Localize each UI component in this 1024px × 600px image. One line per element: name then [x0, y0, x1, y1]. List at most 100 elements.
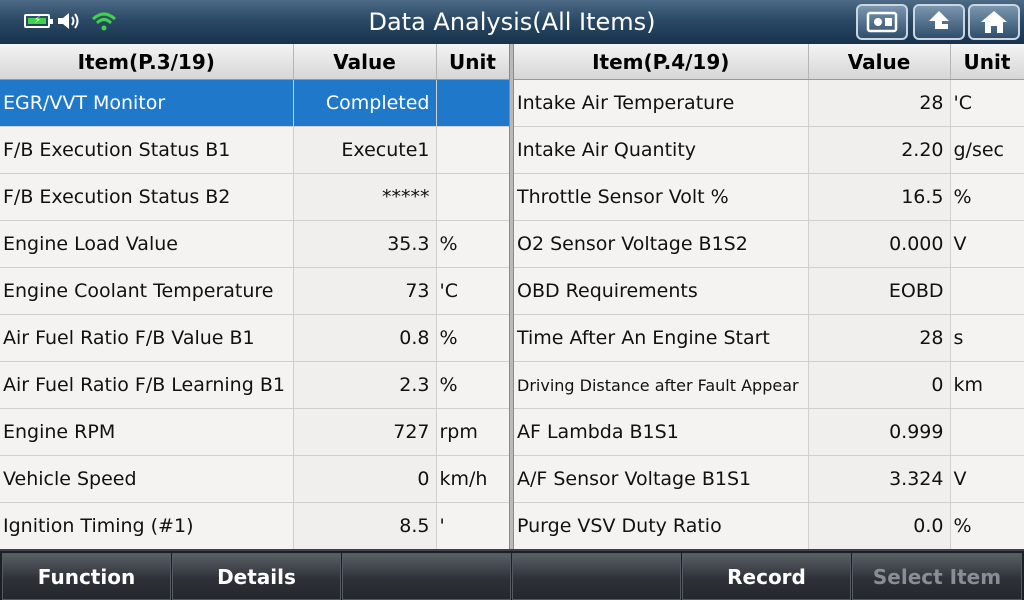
item-value: 727	[293, 408, 437, 456]
item-unit: g/sec	[950, 126, 1024, 174]
table-row[interactable]: Vehicle Speed 0 km/h	[0, 455, 510, 503]
table-row[interactable]: Throttle Sensor Volt % 16.5 %	[514, 173, 1024, 221]
status-icons: ⚡	[24, 10, 118, 32]
item-unit: %	[950, 173, 1024, 221]
back-up-icon	[929, 11, 949, 29]
column-header-item[interactable]: Item(P.4/19)	[514, 44, 809, 80]
item-value: 2.20	[808, 126, 951, 174]
item-value: EOBD	[808, 267, 951, 315]
item-unit	[950, 267, 1024, 315]
item-value: Execute1	[293, 126, 437, 174]
empty-button-3[interactable]	[342, 553, 511, 600]
table-row[interactable]: O2 Sensor Voltage B1S2 0.000 V	[514, 220, 1024, 268]
item-value: 0.8	[293, 314, 437, 362]
item-value: 0	[808, 361, 951, 409]
table-row[interactable]: Engine Coolant Temperature 73 'C	[0, 267, 510, 315]
table-row[interactable]: Air Fuel Ratio F/B Learning B1 2.3 %	[0, 361, 510, 409]
item-name: Intake Air Temperature	[514, 79, 809, 127]
item-unit: s	[950, 314, 1024, 362]
item-value: 0	[293, 455, 437, 503]
table-row[interactable]: F/B Execution Status B1 Execute1	[0, 126, 510, 174]
item-unit: %	[436, 361, 510, 409]
item-value: 2.3	[293, 361, 437, 409]
select-item-button[interactable]: Select Item	[852, 553, 1022, 600]
item-name: Time After An Engine Start	[514, 314, 809, 362]
table-row[interactable]: Engine Load Value 35.3 %	[0, 220, 510, 268]
item-value: 0.000	[808, 220, 951, 268]
item-value: 8.5	[293, 502, 437, 550]
item-value: 0.999	[808, 408, 951, 456]
table-row-selected[interactable]: EGR/VVT Monitor Completed	[0, 79, 510, 127]
table-row[interactable]: Intake Air Quantity 2.20 g/sec	[514, 126, 1024, 174]
item-value: *****	[293, 173, 437, 221]
title-bar: ⚡ Data Analysis(All Items)	[0, 0, 1024, 45]
table-row[interactable]: Air Fuel Ratio F/B Value B1 0.8 %	[0, 314, 510, 362]
item-name: Ignition Timing (#1)	[0, 502, 294, 550]
table-divider	[509, 44, 514, 549]
back-button[interactable]	[913, 4, 965, 40]
item-name: Throttle Sensor Volt %	[514, 173, 809, 221]
column-header-unit[interactable]: Unit	[436, 44, 510, 80]
item-unit: 'C	[436, 267, 510, 315]
item-name: F/B Execution Status B1	[0, 126, 294, 174]
screenshot-button[interactable]	[856, 4, 908, 40]
screenshot-icon	[866, 11, 898, 33]
item-unit: km	[950, 361, 1024, 409]
item-value: 16.5	[808, 173, 951, 221]
table-row[interactable]: Purge VSV Duty Ratio 0.0 %	[514, 502, 1024, 550]
item-unit: V	[950, 220, 1024, 268]
table-row[interactable]: Time After An Engine Start 28 s	[514, 314, 1024, 362]
item-value: 3.324	[808, 455, 951, 503]
item-name: Engine RPM	[0, 408, 294, 456]
item-value: 73	[293, 267, 437, 315]
item-name: Vehicle Speed	[0, 455, 294, 503]
item-unit: %	[950, 502, 1024, 550]
item-value: 0.0	[808, 502, 951, 550]
item-value: 35.3	[293, 220, 437, 268]
table-row[interactable]: AF Lambda B1S1 0.999	[514, 408, 1024, 456]
table-row[interactable]: Ignition Timing (#1) 8.5 '	[0, 502, 510, 550]
item-unit: %	[436, 220, 510, 268]
item-name: O2 Sensor Voltage B1S2	[514, 220, 809, 268]
speaker-icon	[58, 13, 79, 29]
details-button[interactable]: Details	[172, 553, 341, 600]
item-value: 28	[808, 79, 951, 127]
table-row[interactable]: Engine RPM 727 rpm	[0, 408, 510, 456]
item-unit	[436, 126, 510, 174]
item-name: Engine Coolant Temperature	[0, 267, 294, 315]
left-data-table: Item(P.3/19) Value Unit EGR/VVT Monitor …	[0, 44, 510, 550]
item-name: Air Fuel Ratio F/B Value B1	[0, 314, 294, 362]
column-header-value[interactable]: Value	[808, 44, 951, 80]
item-unit	[950, 408, 1024, 456]
item-value: Completed	[293, 79, 437, 127]
table-row[interactable]: Driving Distance after Fault Appear 0 km	[514, 361, 1024, 409]
home-icon	[981, 11, 1007, 33]
item-name: OBD Requirements	[514, 267, 809, 315]
item-value: 28	[808, 314, 951, 362]
column-header-item[interactable]: Item(P.3/19)	[0, 44, 294, 80]
page-title: Data Analysis(All Items)	[368, 8, 656, 36]
table-row[interactable]: Intake Air Temperature 28 'C	[514, 79, 1024, 127]
item-name: A/F Sensor Voltage B1S1	[514, 455, 809, 503]
record-button[interactable]: Record	[682, 553, 851, 600]
item-unit	[436, 173, 510, 221]
table-row[interactable]: A/F Sensor Voltage B1S1 3.324 V	[514, 455, 1024, 503]
item-unit: '	[436, 502, 510, 550]
table-row[interactable]: OBD Requirements EOBD	[514, 267, 1024, 315]
item-unit: V	[950, 455, 1024, 503]
table-row[interactable]: F/B Execution Status B2 *****	[0, 173, 510, 221]
column-header-unit[interactable]: Unit	[950, 44, 1024, 80]
item-name: Intake Air Quantity	[514, 126, 809, 174]
item-name: F/B Execution Status B2	[0, 173, 294, 221]
item-name: AF Lambda B1S1	[514, 408, 809, 456]
bottom-toolbar: Function Details Record Select Item	[0, 549, 1024, 600]
item-name: Engine Load Value	[0, 220, 294, 268]
item-unit	[436, 79, 510, 127]
function-button[interactable]: Function	[2, 553, 171, 600]
empty-button-4[interactable]	[512, 553, 681, 600]
home-button[interactable]	[968, 4, 1020, 40]
item-unit: km/h	[436, 455, 510, 503]
item-unit: rpm	[436, 408, 510, 456]
column-header-value[interactable]: Value	[293, 44, 437, 80]
item-unit: %	[436, 314, 510, 362]
